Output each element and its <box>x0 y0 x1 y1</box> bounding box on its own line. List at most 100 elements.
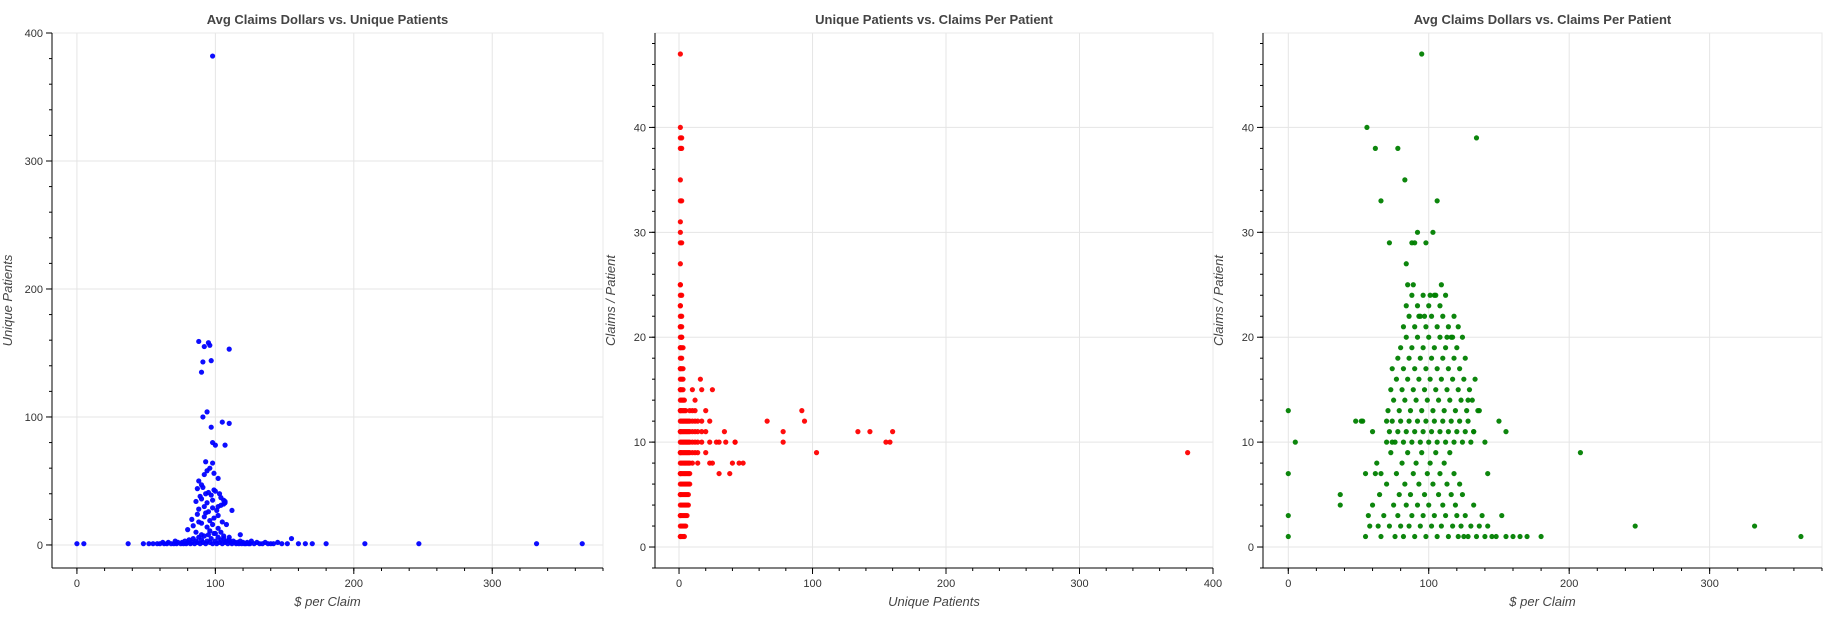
data-point <box>194 511 200 517</box>
data-point <box>1402 397 1408 403</box>
data-point <box>1410 282 1416 288</box>
data-point <box>1441 408 1447 414</box>
data-point <box>1395 429 1401 435</box>
data-point <box>1423 240 1429 246</box>
data-point <box>205 489 212 496</box>
data-point <box>193 529 199 535</box>
data-point <box>1442 345 1449 351</box>
data-point <box>679 324 685 330</box>
data-point <box>1455 533 1461 540</box>
data-point <box>198 520 205 526</box>
data-point <box>197 493 203 499</box>
data-point <box>1434 366 1440 372</box>
data-point <box>1482 533 1488 540</box>
data-point <box>1372 470 1378 477</box>
data-point <box>1430 408 1436 414</box>
data-point <box>1442 512 1449 519</box>
data-point <box>1417 355 1423 361</box>
data-point <box>237 532 243 538</box>
data-point <box>1395 145 1401 151</box>
data-point <box>1440 313 1446 319</box>
data-point <box>1458 523 1464 529</box>
data-point <box>1489 533 1495 540</box>
data-point <box>1388 387 1394 393</box>
data-point <box>692 408 698 414</box>
data-point <box>1403 502 1409 508</box>
data-point <box>679 198 685 204</box>
data-point <box>677 124 683 131</box>
data-point <box>732 439 738 445</box>
data-point <box>215 525 221 531</box>
data-point <box>204 500 210 506</box>
y-tick-label: 300 <box>25 156 43 168</box>
data-point <box>1430 229 1436 235</box>
y-tick-label: 30 <box>634 227 646 239</box>
data-point <box>780 439 786 445</box>
y-tick-label: 0 <box>1248 542 1254 554</box>
data-point <box>579 541 585 547</box>
data-point <box>226 346 232 352</box>
data-point <box>1406 523 1412 529</box>
data-point <box>1426 502 1432 508</box>
data-point <box>1419 450 1425 456</box>
data-point <box>1417 439 1423 445</box>
data-point <box>677 177 683 183</box>
data-point <box>1412 324 1418 330</box>
data-point <box>1450 376 1456 382</box>
data-point <box>1374 460 1380 466</box>
data-point <box>677 303 683 309</box>
data-point <box>699 387 705 393</box>
data-point <box>1337 502 1343 508</box>
data-point <box>209 460 216 466</box>
y-tick-label: 0 <box>640 542 646 554</box>
data-point <box>1632 523 1638 529</box>
data-point <box>723 439 729 445</box>
data-point <box>1452 502 1459 508</box>
data-point <box>222 442 228 448</box>
data-point <box>1459 491 1466 498</box>
data-point <box>1462 512 1468 519</box>
data-point <box>1454 345 1460 351</box>
chart-title: Avg Claims Dollars vs. Unique Patients <box>207 12 449 27</box>
data-point <box>211 487 217 493</box>
data-point <box>1442 439 1449 445</box>
data-point <box>204 524 210 530</box>
data-point <box>1405 282 1411 288</box>
data-point <box>1378 533 1384 540</box>
data-point <box>1420 345 1426 351</box>
data-point <box>1438 523 1444 529</box>
data-point <box>1285 470 1291 477</box>
data-point <box>1451 313 1457 319</box>
data-point <box>1457 481 1463 487</box>
data-point <box>695 418 701 424</box>
data-point <box>727 470 733 477</box>
data-point <box>1383 418 1390 424</box>
data-point <box>196 478 202 484</box>
x-tick-label: 300 <box>1700 578 1718 590</box>
data-point <box>1442 292 1449 298</box>
data-point <box>211 470 217 476</box>
data-point <box>1454 512 1460 519</box>
data-point <box>1462 355 1468 361</box>
data-point <box>1469 397 1475 403</box>
data-point <box>1365 512 1371 519</box>
data-point <box>716 470 722 477</box>
data-point <box>1372 145 1378 151</box>
data-point <box>1409 292 1415 298</box>
x-tick-label: 300 <box>483 578 501 590</box>
y-tick-label: 40 <box>634 122 646 134</box>
data-point <box>679 292 685 298</box>
data-point <box>1450 334 1456 340</box>
data-point <box>1798 533 1804 540</box>
data-point <box>1421 491 1428 498</box>
data-point <box>1496 418 1502 424</box>
data-point <box>1485 523 1491 529</box>
chart-title: Avg Claims Dollars vs. Claims Per Patien… <box>1414 12 1672 27</box>
data-point <box>1375 523 1381 529</box>
data-point <box>1451 355 1457 361</box>
data-point <box>764 418 770 424</box>
data-point <box>679 240 685 246</box>
data-point <box>1419 51 1425 57</box>
data-point <box>1412 366 1418 372</box>
data-point <box>203 459 209 465</box>
